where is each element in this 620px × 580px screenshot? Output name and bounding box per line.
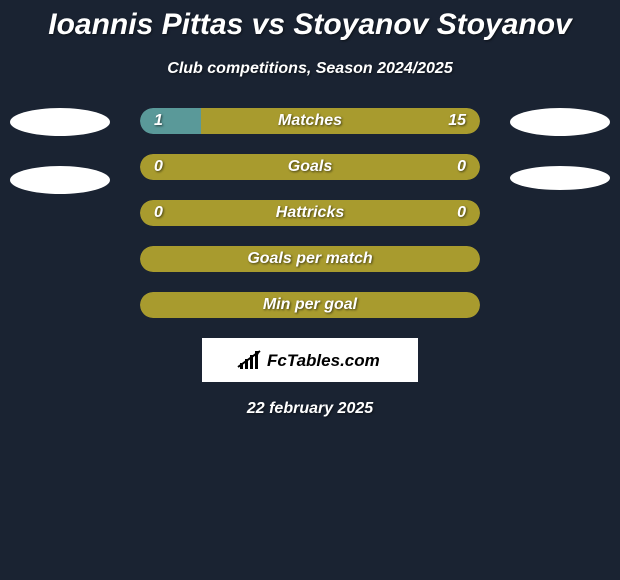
right-player-badges: [510, 108, 610, 190]
stats-area: 1 15 Matches 0 0 Goals 0 0 Hattricks Goals per ma…: [0, 108, 620, 318]
stat-label: Min per goal: [263, 296, 357, 314]
stat-label: Goals: [288, 158, 332, 176]
stat-row: Min per goal: [140, 292, 480, 318]
stat-value-right: 0: [457, 158, 466, 176]
player1-badge-2: [10, 166, 110, 194]
main-container: Ioannis Pittas vs Stoyanov Stoyanov Club…: [0, 0, 620, 418]
stat-value-right: 0: [457, 204, 466, 222]
page-title: Ioannis Pittas vs Stoyanov Stoyanov: [0, 8, 620, 42]
player1-badge-1: [10, 108, 110, 136]
player2-badge-2: [510, 166, 610, 190]
stat-value-left: 0: [154, 158, 163, 176]
left-player-badges: [10, 108, 110, 194]
stat-bar-left: [140, 108, 201, 134]
date-text: 22 february 2025: [0, 400, 620, 418]
stat-row: 0 0 Goals: [140, 154, 480, 180]
stat-value-left: 0: [154, 204, 163, 222]
stat-row: 1 15 Matches: [140, 108, 480, 134]
logo-text: FcTables.com: [267, 351, 380, 370]
stat-bars-container: 1 15 Matches 0 0 Goals 0 0 Hattricks Goals per ma…: [140, 108, 480, 318]
logo-box: FcTables.com: [202, 338, 418, 382]
page-subtitle: Club competitions, Season 2024/2025: [0, 60, 620, 78]
player2-badge-1: [510, 108, 610, 136]
fctables-logo-icon: FcTables.com: [210, 345, 410, 375]
stat-row: Goals per match: [140, 246, 480, 272]
stat-label: Goals per match: [247, 250, 372, 268]
stat-label: Hattricks: [276, 204, 344, 222]
stat-value-right: 15: [448, 112, 466, 130]
stat-value-left: 1: [154, 112, 163, 130]
stat-row: 0 0 Hattricks: [140, 200, 480, 226]
stat-label: Matches: [278, 112, 342, 130]
